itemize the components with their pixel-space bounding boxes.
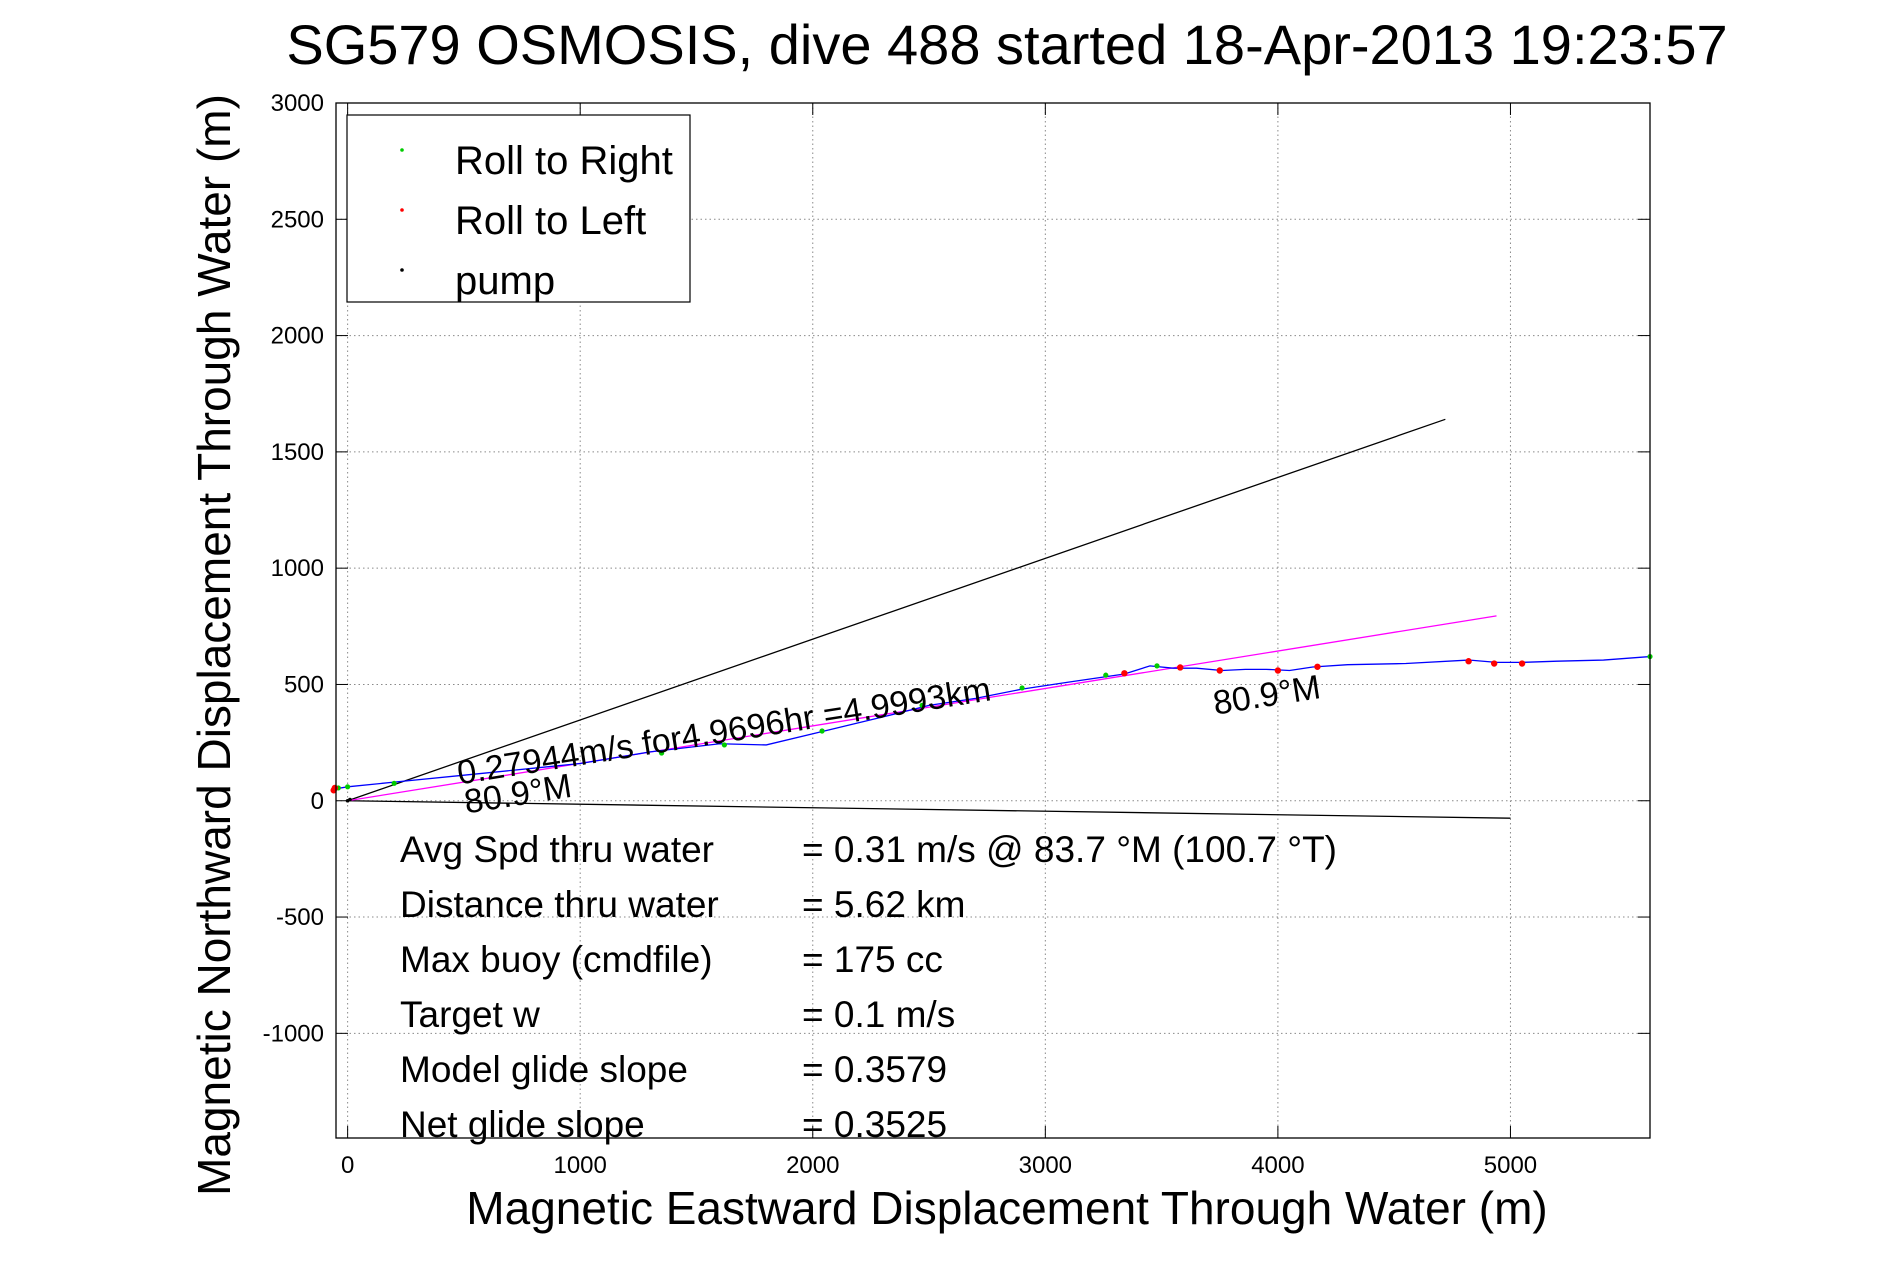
chart-title: SG579 OSMOSIS, dive 488 started 18-Apr-2…	[286, 13, 1727, 76]
stats-value: = 0.31 m/s @ 83.7 °M (100.7 °T)	[802, 829, 1337, 870]
y-axis-label: Magnetic Northward Displacement Through …	[188, 94, 240, 1196]
roll-left-point	[1518, 660, 1526, 667]
pump-point	[348, 797, 352, 802]
stats-label: Model glide slope	[400, 1049, 688, 1090]
roll-right-point	[658, 750, 665, 756]
roll-right-point	[1019, 685, 1025, 691]
glider-track-line	[333, 655, 1651, 790]
y-tick-label: 3000	[271, 90, 324, 117]
stats-label: Net glide slope	[400, 1104, 645, 1145]
x-tick-label: 5000	[1484, 1152, 1537, 1179]
bounding-line	[347, 418, 1446, 802]
legend-label: pump	[455, 259, 555, 303]
y-tick-label: 1000	[271, 555, 324, 582]
stats-value: = 175 cc	[802, 939, 943, 980]
roll-right-point	[819, 728, 825, 734]
y-tick-label: -1000	[263, 1020, 324, 1047]
legend-marker	[400, 148, 404, 152]
roll-right-point	[345, 784, 351, 790]
x-axis-label: Magnetic Eastward Displacement Through W…	[466, 1182, 1547, 1234]
roll-left-point	[1465, 658, 1472, 665]
roll-left-point	[1314, 663, 1321, 670]
roll-right-point	[919, 702, 925, 708]
roll-left-point	[1121, 670, 1128, 677]
y-tick-label: 2500	[271, 206, 324, 233]
roll-left-point	[1490, 660, 1498, 667]
roll-left-point	[1216, 667, 1223, 674]
stats-label: Target w	[400, 994, 540, 1035]
legend-label: Roll to Left	[455, 199, 646, 243]
y-tick-label: 2000	[271, 323, 324, 350]
stats-value: = 5.62 km	[802, 884, 966, 925]
x-tick-label: 4000	[1251, 1152, 1304, 1179]
roll-right-point	[391, 780, 397, 786]
stats-label: Avg Spd thru water	[400, 829, 714, 870]
y-tick-label: 1500	[271, 439, 324, 466]
roll-left-point	[331, 784, 339, 792]
roll-left-point	[1274, 667, 1282, 674]
legend-label: Roll to Right	[455, 139, 673, 183]
roll-right-point	[1103, 672, 1109, 678]
y-tick-label: -500	[276, 904, 324, 931]
stats-value: = 0.3525	[802, 1104, 947, 1145]
roll-right-point	[721, 742, 727, 748]
x-tick-label: 2000	[786, 1152, 839, 1179]
roll-left-point	[1177, 664, 1184, 671]
x-tick-label: 1000	[553, 1152, 606, 1179]
legend-marker	[400, 268, 404, 272]
stats-label: Max buoy (cmdfile)	[400, 939, 713, 980]
stats-value: = 0.3579	[802, 1049, 947, 1090]
legend-box	[346, 114, 691, 303]
y-tick-label: 0	[311, 788, 324, 815]
x-tick-label: 0	[341, 1152, 354, 1179]
plot-area: 0 1000 2000 3000 4000 5000 -1000 -500 0 500 1000 15…	[263, 90, 1653, 1179]
roll-right-point	[1154, 663, 1160, 669]
axes-frame	[335, 102, 1651, 1139]
x-tick-label: 3000	[1019, 1152, 1072, 1179]
bounding-line	[347, 800, 1511, 819]
average-track-line	[347, 615, 1497, 802]
stats-label: Distance thru water	[400, 884, 719, 925]
legend-marker	[400, 208, 404, 212]
stats-value: = 0.1 m/s	[802, 994, 955, 1035]
y-tick-label: 500	[284, 671, 324, 698]
